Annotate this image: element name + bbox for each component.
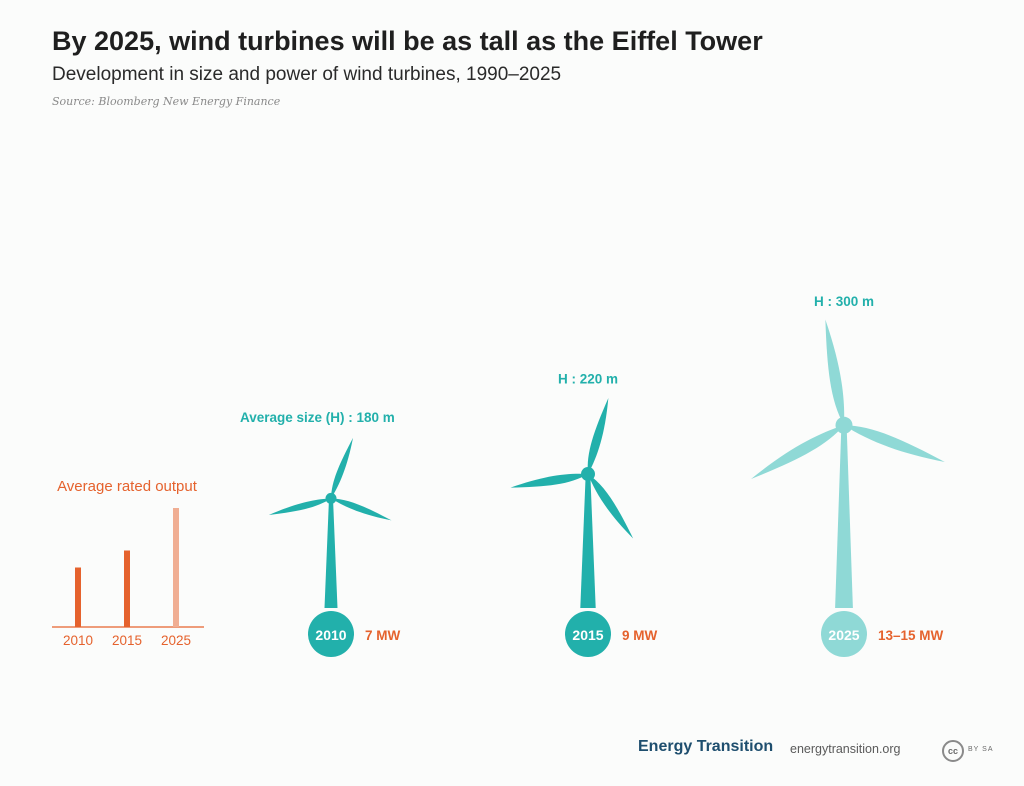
output-bar-2015 xyxy=(124,550,130,627)
turbine-blade-3 xyxy=(751,425,844,479)
turbine-2025: H : 300 m 2025 13–15 MW xyxy=(751,294,945,657)
output-label: 13–15 MW xyxy=(878,628,944,643)
output-label: 9 MW xyxy=(622,628,658,643)
turbine-blade-2 xyxy=(844,425,945,462)
footer-brand: Energy Transition xyxy=(638,738,774,755)
output-bar-label: 2010 xyxy=(63,633,93,648)
turbine-blade-2 xyxy=(588,474,634,539)
turbine-height-label: H : 300 m xyxy=(814,294,874,309)
turbine-2015: H : 220 m 2015 9 MW xyxy=(510,371,658,657)
output-chart-title: Average rated output xyxy=(57,478,198,495)
output-bar-2025 xyxy=(173,508,179,627)
turbine-tower xyxy=(324,498,338,608)
turbine-height-label: H : 220 m xyxy=(558,371,618,386)
turbine-blade-1 xyxy=(825,319,845,426)
year-badge xyxy=(821,611,867,657)
year-badge-label: 2025 xyxy=(828,627,859,643)
footer-url[interactable]: energytransition.org xyxy=(790,742,901,756)
turbine-blade-3 xyxy=(268,498,331,516)
output-bar-label: 2025 xyxy=(161,633,191,648)
output-label: 7 MW xyxy=(365,628,401,643)
year-badge-label: 2010 xyxy=(315,627,346,643)
turbine-2010: Average size (H) : 180 m 2010 7 MW xyxy=(240,410,401,657)
year-badge xyxy=(565,611,611,657)
turbine-height-label: Average size (H) : 180 m xyxy=(240,410,395,425)
turbine-blade-1 xyxy=(331,437,354,499)
turbine-tower xyxy=(580,474,596,608)
chart-subtitle: Development in size and power of wind tu… xyxy=(52,64,562,85)
year-badge-label: 2015 xyxy=(572,627,603,643)
year-badge xyxy=(308,611,354,657)
turbine-tower xyxy=(835,425,853,608)
cc-icon: cc xyxy=(942,740,964,762)
chart-title: By 2025, wind turbines will be as tall a… xyxy=(52,26,763,56)
turbine-hub xyxy=(581,467,595,482)
turbine-blade-3 xyxy=(510,473,588,488)
turbine-hub xyxy=(325,492,337,504)
turbine-blade-2 xyxy=(331,498,392,521)
turbine-hub xyxy=(835,416,853,434)
chart-source: Source: Bloomberg New Energy Finance xyxy=(52,95,281,108)
output-bar-label: 2015 xyxy=(112,633,142,648)
output-bar-2010 xyxy=(75,567,81,627)
license-label: BY SA xyxy=(968,746,994,753)
turbine-blade-1 xyxy=(587,398,609,475)
